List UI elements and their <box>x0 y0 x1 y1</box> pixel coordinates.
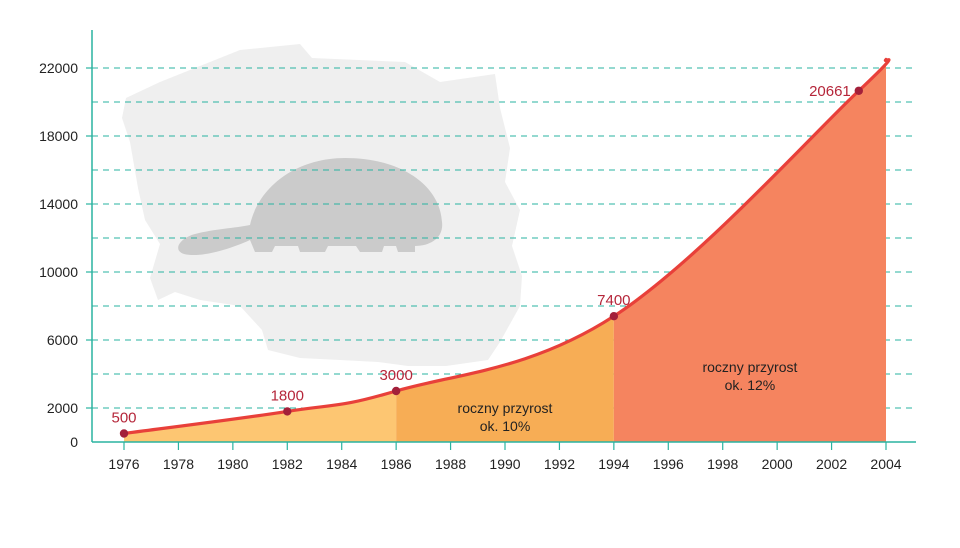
axes: 0 2000 6000 10000 14000 18000 22000 1976 1978 198… <box>39 30 916 472</box>
growth-region <box>613 59 886 442</box>
region-label-line2: ok. 12% <box>725 377 776 393</box>
y-tick-label: 10000 <box>39 264 78 280</box>
x-tick-label: 1992 <box>544 456 575 472</box>
x-tick-label: 1978 <box>163 456 194 472</box>
x-tick-label: 1986 <box>381 456 412 472</box>
x-tick-label: 2002 <box>816 456 847 472</box>
y-tick-label: 22000 <box>39 60 78 76</box>
x-tick-label: 1998 <box>707 456 738 472</box>
y-tick-label: 6000 <box>47 332 78 348</box>
x-tick-label: 1982 <box>272 456 303 472</box>
x-tick-label: 2004 <box>870 456 901 472</box>
growth-region <box>396 316 614 442</box>
data-label: 7400 <box>597 292 630 309</box>
data-point <box>854 86 863 95</box>
data-point <box>119 429 129 438</box>
x-tick-label: 1990 <box>489 456 520 472</box>
x-tick-label: 1980 <box>217 456 248 472</box>
data-label: 20661 <box>809 83 851 100</box>
data-label: 3000 <box>379 367 412 384</box>
beaver-icon <box>178 158 443 256</box>
region-annotations: roczny przyrost ok. 10% roczny przyrost ok.… <box>458 359 798 434</box>
x-tick-label: 1996 <box>653 456 684 472</box>
region-label-line2: ok. 10% <box>480 418 531 434</box>
data-point <box>609 312 619 321</box>
data-label: 500 <box>111 410 136 427</box>
data-label: 1800 <box>271 387 304 404</box>
y-tick-label: 14000 <box>39 196 78 212</box>
data-point <box>391 386 401 396</box>
y-tick-label: 18000 <box>39 128 78 144</box>
data-points: 500 1800 3000 7400 20661 <box>111 83 863 438</box>
x-tick-label: 1984 <box>326 456 357 472</box>
growth-regions <box>124 59 886 442</box>
y-tick-label: 2000 <box>47 400 78 416</box>
x-tick-label: 1988 <box>435 456 466 472</box>
region-label-line1: roczny przyrost <box>458 400 553 416</box>
y-tick-label: 0 <box>70 434 78 450</box>
x-tick-label: 1976 <box>108 456 139 472</box>
x-tick-label: 2000 <box>762 456 793 472</box>
data-point <box>283 407 292 416</box>
region-label-line1: roczny przyrost <box>702 359 797 375</box>
x-tick-label: 1994 <box>598 456 629 472</box>
